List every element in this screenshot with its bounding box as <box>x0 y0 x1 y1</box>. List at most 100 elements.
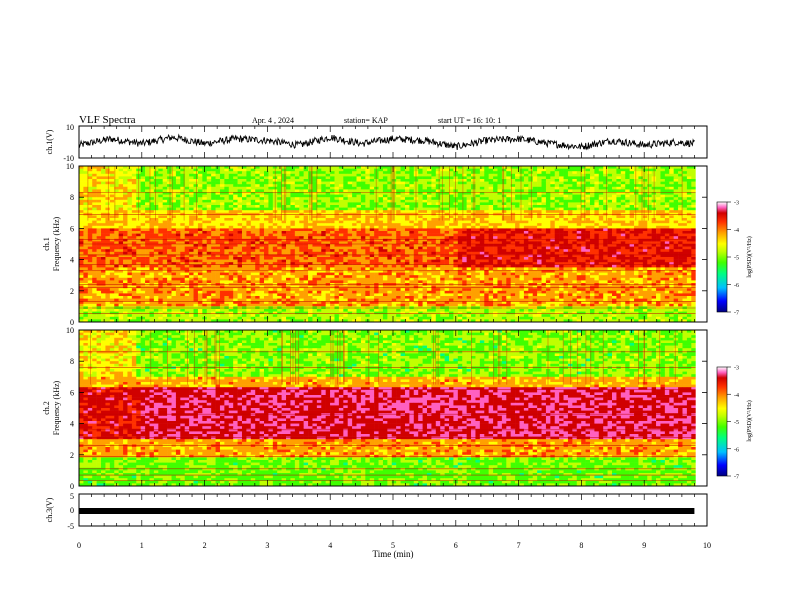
spectrogram-cell <box>317 247 322 250</box>
spectrogram-cell <box>405 179 410 182</box>
spectrogram-cell <box>436 189 441 192</box>
spectrogram-cell <box>330 221 335 224</box>
spectrogram-cell <box>480 234 485 237</box>
spectrogram-cell <box>427 210 432 213</box>
spectrogram-cell <box>550 215 555 218</box>
spectrogram-cell <box>88 176 93 179</box>
spectrogram-cell <box>572 244 577 247</box>
spectrogram-cell <box>334 200 339 203</box>
spectrogram-cell <box>119 236 124 239</box>
spectrogram-cell <box>524 210 529 213</box>
spectrogram-cell <box>229 189 234 192</box>
spectrogram-cell <box>572 210 577 213</box>
spectrogram-cell <box>97 244 102 247</box>
spectrogram-cell <box>586 208 591 211</box>
spectrogram-cell <box>224 169 229 172</box>
spectrogram-cell <box>290 208 295 211</box>
spectrogram-cell <box>475 174 480 177</box>
spectrogram-cell <box>343 244 348 247</box>
spectrogram-cell <box>682 249 687 252</box>
spectrogram-cell <box>224 210 229 213</box>
spectrogram-cell <box>674 249 679 252</box>
spectrogram-cell <box>669 179 674 182</box>
spectrogram-cell <box>691 252 696 255</box>
spectrogram-cell <box>295 187 300 190</box>
spectrogram-cell <box>691 244 696 247</box>
spectrogram-cell <box>233 218 238 221</box>
spectrogram-cell <box>660 249 665 252</box>
spectrogram-cell <box>533 231 538 234</box>
spectrogram-cell <box>445 171 450 174</box>
spectrogram-cell <box>92 197 97 200</box>
spectrogram-cell <box>127 182 132 185</box>
spectrogram-cell <box>603 252 608 255</box>
spectrogram-cell <box>564 236 569 239</box>
spectrogram-cell <box>255 221 260 224</box>
spectrogram-cell <box>520 218 525 221</box>
spectrogram-cell <box>599 226 604 229</box>
spectrogram-cell <box>339 189 344 192</box>
spectrogram-cell <box>656 247 661 250</box>
spectrogram-cell <box>158 189 163 192</box>
spectrogram-cell <box>542 231 547 234</box>
spectrogram-cell <box>220 179 225 182</box>
spectrogram-cell <box>484 210 489 213</box>
spectrogram-cell <box>691 184 696 187</box>
spectrogram-cell <box>660 218 665 221</box>
spectrogram-cell <box>145 202 150 205</box>
spectrogram-cell <box>555 171 560 174</box>
spectrogram-cell <box>321 249 326 252</box>
spectrogram-cell <box>564 247 569 250</box>
spectrogram-cell <box>621 174 626 177</box>
spectrogram-cell <box>489 228 494 231</box>
spectrogram-cell <box>471 244 476 247</box>
spectrogram-cell <box>674 200 679 203</box>
spectrogram-cell <box>520 221 525 224</box>
spectrogram-cell <box>682 179 687 182</box>
spectrogram-cell <box>418 182 423 185</box>
spectrogram-cell <box>154 176 159 179</box>
spectrogram-cell <box>330 187 335 190</box>
spectrogram-cell <box>132 184 137 187</box>
spectrogram-cell <box>528 221 533 224</box>
spectrogram-cell <box>97 179 102 182</box>
spectrogram-cell <box>449 257 454 260</box>
spectrogram-cell <box>194 231 199 234</box>
spectrogram-cell <box>194 179 199 182</box>
spectrogram-cell <box>141 174 146 177</box>
spectrogram-cell <box>145 218 150 221</box>
spectrogram-cell <box>264 179 269 182</box>
spectrogram-cell <box>537 176 542 179</box>
spectrogram-cell <box>211 205 216 208</box>
spectrogram-cell <box>550 197 555 200</box>
spectrogram-cell <box>343 189 348 192</box>
spectrogram-cell <box>471 228 476 231</box>
spectrogram-cell <box>471 226 476 229</box>
spectrogram-cell <box>634 231 639 234</box>
spectrogram-cell <box>674 202 679 205</box>
spectrogram-cell <box>242 187 247 190</box>
spectrogram-cell <box>304 252 309 255</box>
spectrogram-cell <box>396 200 401 203</box>
spectrogram-cell <box>405 231 410 234</box>
spectrogram-cell <box>220 189 225 192</box>
spectrogram-cell <box>418 226 423 229</box>
spectrogram-cell <box>590 226 595 229</box>
spectrogram-cell <box>207 236 212 239</box>
spectrogram-cell <box>594 197 599 200</box>
spectrogram-cell <box>656 174 661 177</box>
spectrogram-cell <box>396 174 401 177</box>
spectrogram-cell <box>286 205 291 208</box>
spectrogram-cell <box>88 236 93 239</box>
spectrogram-cell <box>647 208 652 211</box>
spectrogram-cell <box>524 171 529 174</box>
spectrogram-cell <box>343 257 348 260</box>
station-label: station= KAP <box>344 116 388 125</box>
spectrogram-cell <box>493 234 498 237</box>
spectrogram-cell <box>533 234 538 237</box>
spectrogram-cell <box>158 226 163 229</box>
spectrogram-cell <box>647 244 652 247</box>
spectrogram-cell <box>559 182 564 185</box>
spectrogram-cell <box>365 197 370 200</box>
spectrogram-cell <box>172 252 177 255</box>
